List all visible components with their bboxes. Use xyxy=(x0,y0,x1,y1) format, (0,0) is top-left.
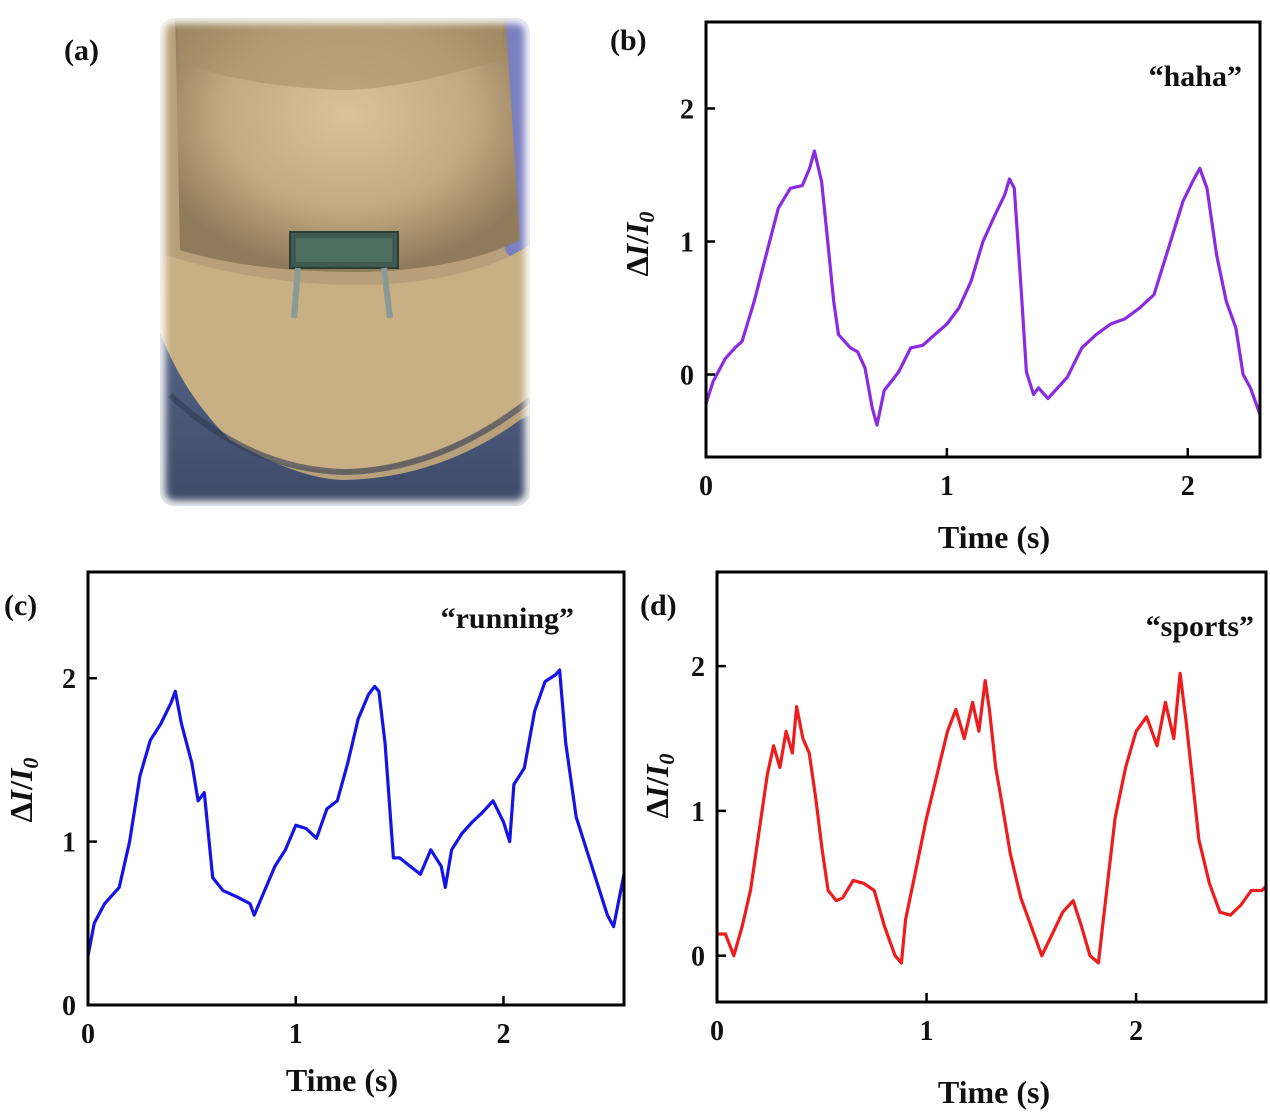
plot-frame-c xyxy=(86,570,626,1007)
x-tick-label-c-0: 0 xyxy=(81,1019,95,1050)
y-tick-label-b-1: 1 xyxy=(680,227,694,258)
y-axis-title-d: ΔI/I0 xyxy=(639,754,679,819)
y-tick-label-d-0: 0 xyxy=(691,942,705,973)
panel-label-a: (a) xyxy=(64,34,99,67)
chart-panel-c: (c) “running” Time (s) ΔI/I0 0 1 2 0 1 2 xyxy=(3,570,626,1098)
x-tick-label-c-2: 2 xyxy=(497,1019,511,1050)
x-tick-label-d-0: 0 xyxy=(710,1016,724,1047)
panel-label-b: (b) xyxy=(610,24,647,57)
y-axis-title-c: ΔI/I0 xyxy=(3,758,43,823)
y-tick-label-c-1: 1 xyxy=(62,828,76,859)
series-line-b xyxy=(704,149,1262,427)
annotation-sports: “sports” xyxy=(1146,610,1254,643)
y-axis-title-b: ΔI/I0 xyxy=(619,212,659,277)
y-tick-label-d-2: 2 xyxy=(691,652,705,683)
chart-panel-d: (d) “sports” Time (s) ΔI/I0 0 1 2 0 1 2 xyxy=(639,570,1268,1110)
neck-sensor-photo xyxy=(160,18,530,506)
x-axis-title-b: Time (s) xyxy=(938,519,1050,555)
annotation-haha: “haha” xyxy=(1149,60,1242,93)
plot-frame-b xyxy=(704,20,1262,459)
x-axis-title-c: Time (s) xyxy=(286,1062,398,1098)
y-tick-label-c-2: 2 xyxy=(62,664,76,695)
x-tick-label-d-2: 2 xyxy=(1129,1016,1143,1047)
x-tick-label-c-1: 1 xyxy=(289,1019,303,1050)
x-axis-title-d: Time (s) xyxy=(938,1074,1050,1110)
annotation-running: “running” xyxy=(441,602,574,635)
y-tick-label-d-1: 1 xyxy=(691,797,705,828)
chart-panel-b: (b) “haha” Time (s) ΔI/I0 0 1 2 0 1 2 xyxy=(610,20,1262,555)
panel-label-d: (d) xyxy=(640,589,677,622)
y-tick-label-c-0: 0 xyxy=(62,991,76,1022)
series-line-d xyxy=(715,671,1268,965)
y-tick-label-b-0: 0 xyxy=(680,361,694,392)
x-tick-label-d-1: 1 xyxy=(920,1016,934,1047)
plot-frame-d xyxy=(715,570,1268,1004)
x-tick-label-b-0: 0 xyxy=(699,471,713,502)
series-line-c xyxy=(86,668,626,958)
y-tick-label-b-2: 2 xyxy=(680,94,694,125)
x-tick-label-b-2: 2 xyxy=(1181,471,1195,502)
panel-label-c: (c) xyxy=(4,589,37,622)
x-tick-label-b-1: 1 xyxy=(940,471,954,502)
